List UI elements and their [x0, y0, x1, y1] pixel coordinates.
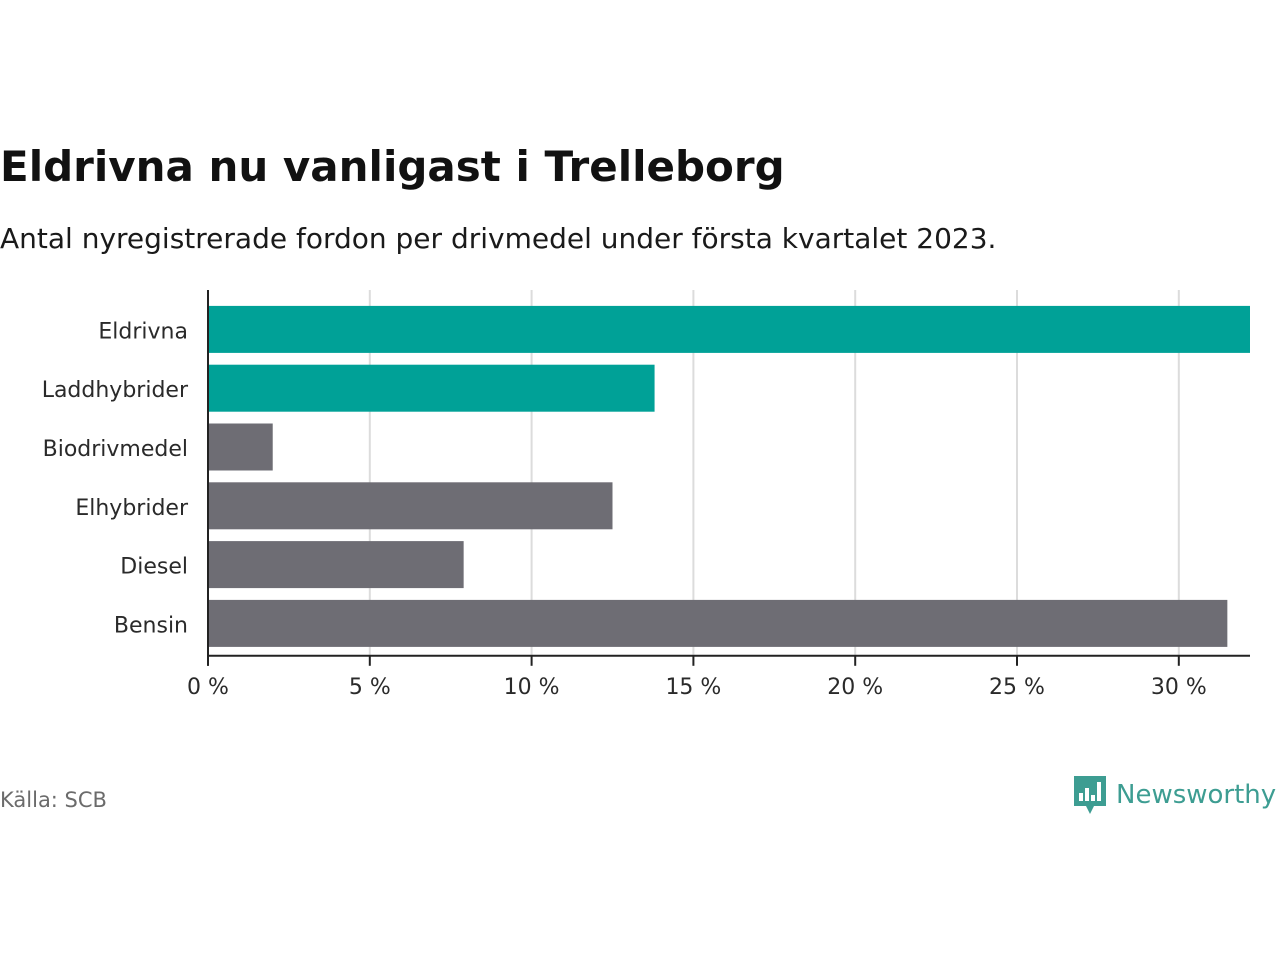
chart-subtitle: Antal nyregistrerade fordon per drivmede… [0, 222, 997, 255]
bar-bensin [208, 599, 1228, 647]
bar-chart: Eldrivna Laddhybrider Biodrivmedel Elhybrid… [42, 290, 1250, 700]
x-tick-label: 10 % [504, 675, 560, 700]
x-tick-label: 25 % [989, 675, 1045, 700]
bar-laddhybrider [208, 364, 655, 412]
x-tick-label: 20 % [827, 675, 883, 700]
bar-biodrivmedel [208, 423, 273, 471]
source-note: Källa: SCB [0, 788, 107, 812]
bar-elhybrider [208, 482, 613, 530]
category-label: Bensin [114, 613, 188, 638]
x-tick-label: 30 % [1151, 675, 1207, 700]
x-tick-label: 5 % [349, 675, 391, 700]
bar-eldrivna [208, 305, 1250, 353]
x-tick-label: 0 % [187, 675, 229, 700]
brand-name: Newsworthy [1116, 780, 1277, 810]
category-label: Eldrivna [98, 319, 188, 344]
category-label: Laddhybrider [42, 378, 189, 403]
brand-logo[interactable]: Newsworthy [1072, 774, 1276, 816]
chart-title: Eldrivna nu vanligast i Trelleborg [0, 142, 785, 191]
category-label: Elhybrider [75, 496, 189, 521]
x-tick-label: 15 % [665, 675, 721, 700]
category-label: Diesel [120, 555, 188, 580]
category-label: Biodrivmedel [43, 437, 188, 462]
newsworthy-logo-icon [1074, 776, 1106, 814]
bar-diesel [208, 541, 464, 589]
